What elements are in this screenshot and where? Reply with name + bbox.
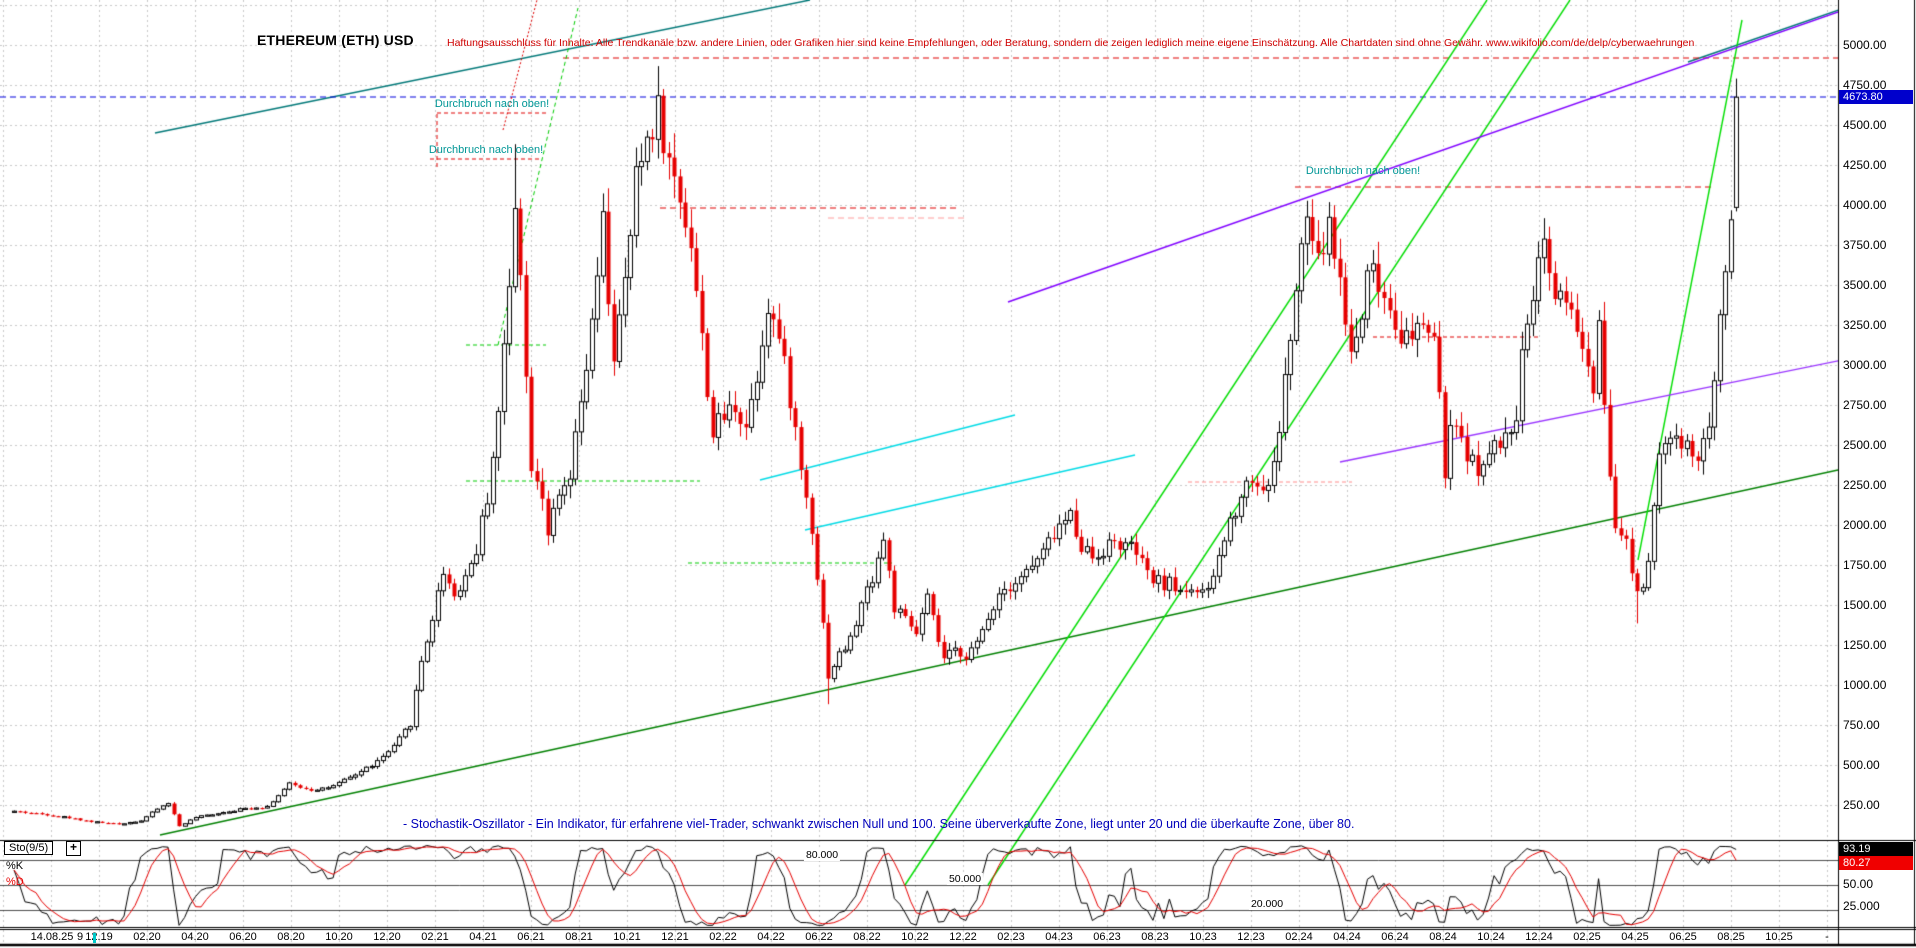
price-axis-label: 1500.00 xyxy=(1843,598,1887,612)
oscillator-level-label: 20.000 xyxy=(1248,898,1286,910)
time-axis-label: 04.24 xyxy=(1333,931,1361,943)
price-axis-label: 2750.00 xyxy=(1843,398,1887,412)
time-axis-label: 08.25 xyxy=(1717,931,1745,943)
time-axis-label: 02.20 xyxy=(133,931,161,943)
time-axis-label: 08.20 xyxy=(277,931,305,943)
price-axis-label: 2250.00 xyxy=(1843,478,1887,492)
price-axis-label: 750.00 xyxy=(1843,718,1880,732)
add-indicator-button[interactable]: + xyxy=(66,841,81,856)
oscillator-level-label: 80.000 xyxy=(803,849,841,861)
price-axis-label: 2500.00 xyxy=(1843,438,1887,452)
time-axis-label: 08.21 xyxy=(565,931,593,943)
time-axis-label: 04.21 xyxy=(469,931,497,943)
price-axis-label: 1750.00 xyxy=(1843,558,1887,572)
price-axis-label: 3500.00 xyxy=(1843,278,1887,292)
time-axis-label: 08.23 xyxy=(1141,931,1169,943)
current-date-label: 14.08.25 xyxy=(27,931,77,943)
percent-d-value-badge: 80.27 xyxy=(1839,856,1913,870)
time-axis-label: 04.25 xyxy=(1621,931,1649,943)
disclaimer-text: Haftungsausschluss für Inhalte: Alle Tre… xyxy=(447,37,1695,49)
oscillator-level-label: 50.000 xyxy=(946,873,984,885)
price-axis-label: 2000.00 xyxy=(1843,518,1887,532)
time-axis-label: 08.24 xyxy=(1429,931,1457,943)
time-axis-label: 12.19 xyxy=(85,931,113,943)
price-axis-label: 3000.00 xyxy=(1843,358,1887,372)
time-axis-label: 10.23 xyxy=(1189,931,1217,943)
time-axis-label: 10.25 xyxy=(1765,931,1793,943)
time-axis-label: 12.24 xyxy=(1525,931,1553,943)
stochastic-settings-button[interactable]: Sto(9/5) xyxy=(4,841,54,855)
price-axis-label: 1250.00 xyxy=(1843,638,1887,652)
time-axis-label: 12.22 xyxy=(949,931,977,943)
page-title: ETHEREUM (ETH) USD xyxy=(257,32,414,48)
time-axis-label: 06.23 xyxy=(1093,931,1121,943)
time-axis-label: 12.20 xyxy=(373,931,401,943)
breakout-annotation: Durchbruch nach oben! xyxy=(428,144,544,156)
time-axis-label: 06.21 xyxy=(517,931,545,943)
time-axis-label: 06.20 xyxy=(229,931,257,943)
time-axis-label: 06.22 xyxy=(805,931,833,943)
time-axis-label: 02.21 xyxy=(421,931,449,943)
time-axis-label: 06.25 xyxy=(1669,931,1697,943)
time-axis-label: 04.22 xyxy=(757,931,785,943)
price-axis-label: 4500.00 xyxy=(1843,118,1887,132)
percent-k-label: %K xyxy=(6,860,24,872)
time-axis-label: 02.25 xyxy=(1573,931,1601,943)
time-axis-label: 02.24 xyxy=(1285,931,1313,943)
oscillator-axis-label-50: 50.00 xyxy=(1843,877,1874,891)
time-axis-label: 12.23 xyxy=(1237,931,1265,943)
oscillator-description: - Stochastik-Oszillator - Ein Indikator,… xyxy=(403,817,1355,831)
time-axis-label: 04.20 xyxy=(181,931,209,943)
time-axis-label: 02.22 xyxy=(709,931,737,943)
oscillator-axis-label-25: 25.000 xyxy=(1843,899,1880,913)
price-axis-label: 5000.00 xyxy=(1843,38,1887,52)
date-marker-icon xyxy=(93,933,96,943)
time-axis-label: 06.24 xyxy=(1381,931,1409,943)
price-axis-label: 500.00 xyxy=(1843,758,1880,772)
price-axis-label: 4750.00 xyxy=(1843,78,1887,92)
time-axis-label: 10.20 xyxy=(325,931,353,943)
time-axis-label: 04.23 xyxy=(1045,931,1073,943)
price-axis-label: 4000.00 xyxy=(1843,198,1887,212)
price-axis-label: 3750.00 xyxy=(1843,238,1887,252)
percent-k-value-badge: 93.19 xyxy=(1839,842,1913,856)
time-axis-label: - xyxy=(1825,931,1829,943)
time-axis-label: 10.24 xyxy=(1477,931,1505,943)
breakout-annotation: Durchbruch nach oben! xyxy=(1305,165,1421,177)
time-axis-label: 10.22 xyxy=(901,931,929,943)
time-axis-label: 08.22 xyxy=(853,931,881,943)
time-axis-label: 02.23 xyxy=(997,931,1025,943)
price-axis-label: 3250.00 xyxy=(1843,318,1887,332)
price-axis-label: 4250.00 xyxy=(1843,158,1887,172)
time-axis-label: 10.21 xyxy=(613,931,641,943)
price-axis-label: 1000.00 xyxy=(1843,678,1887,692)
percent-d-label: %D xyxy=(6,876,24,888)
breakout-annotation: Durchbruch nach oben! xyxy=(434,98,550,110)
current-price-badge: 4673.80 xyxy=(1839,90,1913,104)
time-axis-label: 12.21 xyxy=(661,931,689,943)
price-axis-label: 250.00 xyxy=(1843,798,1880,812)
